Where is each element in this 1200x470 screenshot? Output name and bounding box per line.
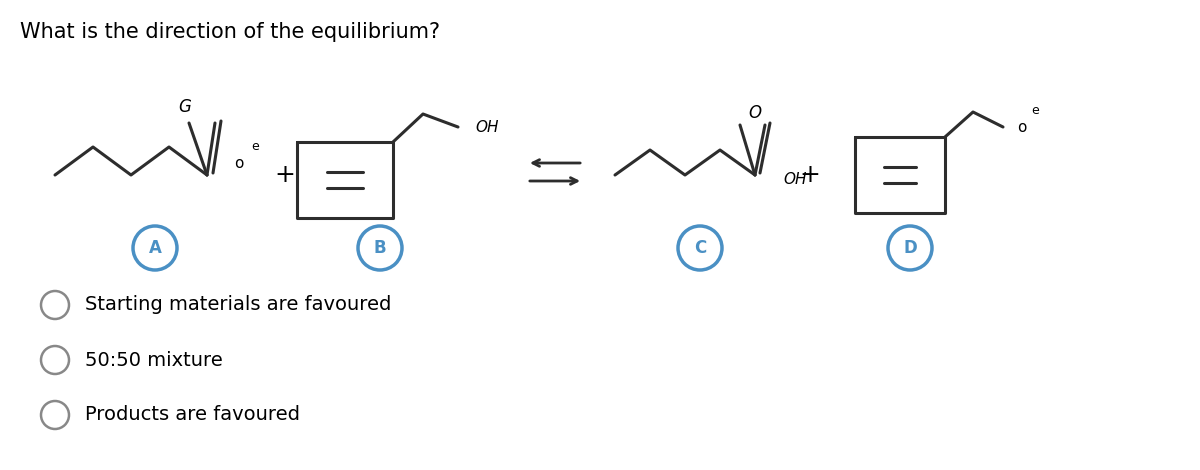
- Text: G: G: [179, 98, 192, 116]
- Text: A: A: [149, 239, 162, 257]
- Text: C: C: [694, 239, 706, 257]
- Text: OH: OH: [475, 120, 498, 135]
- Text: O: O: [749, 104, 762, 122]
- Text: o: o: [234, 156, 244, 171]
- Text: Starting materials are favoured: Starting materials are favoured: [85, 296, 391, 314]
- Text: B: B: [373, 239, 386, 257]
- Text: +: +: [799, 163, 821, 187]
- Text: +: +: [275, 163, 295, 187]
- Text: D: D: [904, 239, 917, 257]
- Text: e: e: [1031, 104, 1039, 118]
- Text: OH: OH: [784, 172, 806, 188]
- Text: 50:50 mixture: 50:50 mixture: [85, 351, 223, 369]
- Text: What is the direction of the equilibrium?: What is the direction of the equilibrium…: [20, 22, 440, 42]
- Text: Products are favoured: Products are favoured: [85, 406, 300, 424]
- Text: o: o: [1018, 119, 1026, 134]
- Text: e: e: [251, 141, 259, 154]
